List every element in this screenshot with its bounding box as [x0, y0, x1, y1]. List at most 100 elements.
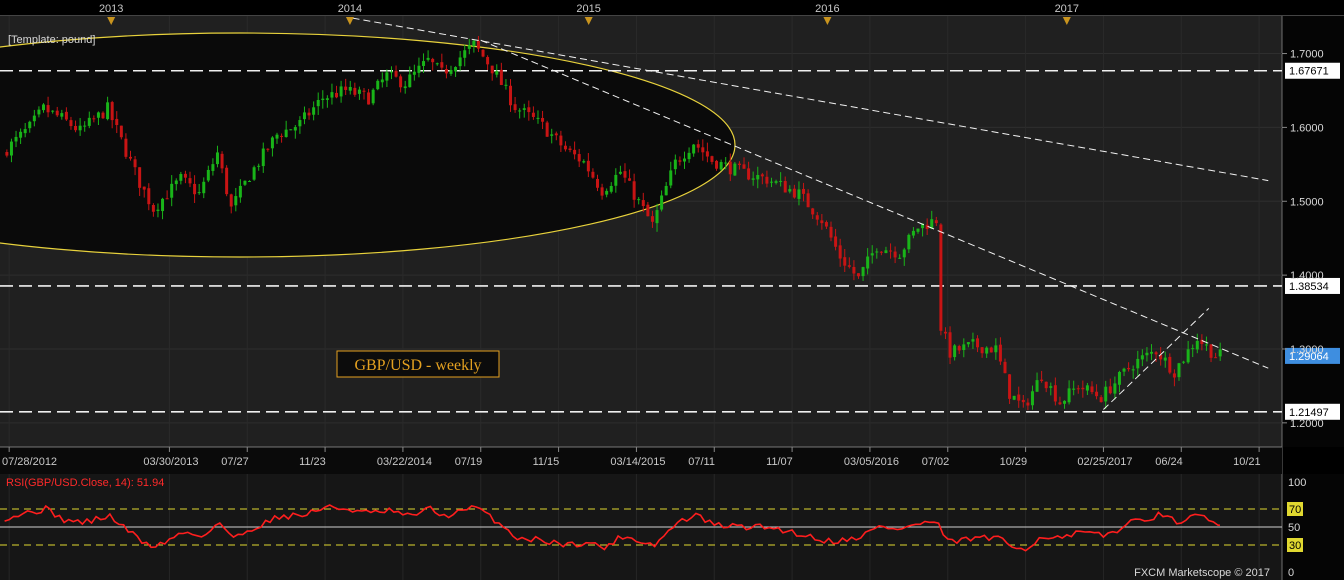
candle-bear [577, 148, 581, 168]
candle-bear [934, 216, 938, 227]
candle-bull [875, 248, 879, 259]
candle-bull [664, 182, 668, 196]
candle-bull [774, 179, 778, 185]
candle-bull [962, 338, 966, 358]
candle-bull [1131, 365, 1135, 379]
candle-bull [1191, 344, 1195, 358]
candle-bull [1035, 372, 1039, 392]
price-tick-label: 1.6000 [1290, 122, 1324, 134]
candle-bull [412, 64, 416, 81]
candle-bull [14, 130, 18, 148]
candle-bear [151, 203, 155, 217]
candle-bull [971, 332, 975, 349]
candle-bull [609, 182, 613, 194]
candle-bull [660, 190, 664, 212]
candle-bull [417, 57, 421, 78]
candle-bear [431, 57, 435, 71]
candle-bull [23, 123, 27, 138]
year-marker-icon [584, 17, 593, 25]
rsi-tick-label: 100 [1288, 477, 1306, 489]
candle-bull [1195, 333, 1199, 354]
candle-bull [449, 65, 453, 76]
candle-bear [280, 133, 284, 143]
candle-bear [646, 201, 650, 217]
candle-bull [1145, 347, 1149, 362]
candle-bear [92, 115, 96, 123]
candle-bear [802, 182, 806, 202]
time-tick-label: 11/07 [766, 456, 793, 468]
rsi-title: RSI(GBP/USD.Close, 14): 51.94 [6, 477, 164, 489]
candle-bull [1177, 362, 1181, 381]
candle-bear [362, 88, 366, 100]
candle-bear [1058, 396, 1062, 406]
candle-bull [37, 106, 41, 118]
candle-bear [1209, 343, 1213, 363]
annotation-box[interactable] [336, 350, 500, 378]
candle-bull [902, 247, 906, 266]
trendline[interactable] [352, 17, 1269, 182]
time-tick-label: 03/30/2013 [143, 456, 198, 468]
candle-bull [435, 62, 439, 66]
candle-bull [357, 86, 361, 100]
candle-bull [1163, 351, 1167, 368]
candle-bear [541, 110, 545, 130]
candle-bull [41, 103, 45, 113]
candle-bull [248, 180, 252, 182]
candle-bear [948, 326, 952, 365]
candle-bull [1113, 376, 1117, 400]
candle-bear [563, 141, 567, 152]
time-tick-label: 11/15 [533, 456, 560, 468]
candle-bull [614, 168, 618, 193]
candle-bull [1085, 382, 1089, 396]
candle-bear [147, 183, 151, 211]
candle-bear [632, 173, 636, 208]
candle-bull [953, 344, 957, 361]
candle-bull [1117, 370, 1121, 393]
rsi-tick-label: 50 [1288, 522, 1300, 534]
candle-bull [898, 254, 902, 259]
time-tick-label: 07/02 [922, 456, 950, 468]
candle-bear [628, 169, 632, 182]
candle-bear [838, 238, 842, 267]
candle-bull [60, 109, 64, 120]
candle-bear [989, 346, 993, 353]
price-tick-label: 1.3000 [1290, 344, 1324, 356]
candle-bull [724, 157, 728, 170]
candle-bear [1081, 380, 1085, 398]
candle-bear [1040, 370, 1044, 383]
candle-bear [1017, 386, 1021, 408]
candle-bull [170, 175, 174, 207]
candle-bull [550, 128, 554, 144]
chart-annotation: GBP/USD - weekly [354, 357, 481, 374]
rsi-line[interactable] [4, 504, 1220, 552]
candle-bear [586, 153, 590, 178]
candle-bull [238, 179, 242, 203]
candle-bull [261, 142, 265, 173]
candle-bull [51, 110, 55, 114]
candle-bear [856, 273, 860, 279]
trendline[interactable] [480, 39, 1269, 369]
candle-bull [87, 111, 91, 129]
candle-bull [348, 80, 352, 95]
candle-bull [1030, 385, 1034, 410]
candle-bear [1099, 395, 1103, 403]
candle-bull [371, 88, 375, 106]
year-label: 2014 [338, 3, 362, 15]
candle-bear [600, 183, 604, 200]
candle-bear [183, 170, 187, 184]
candle-bull [1049, 382, 1053, 396]
candle-bull [504, 79, 508, 90]
candle-bull [985, 346, 989, 358]
trendline[interactable] [1103, 307, 1210, 410]
candle-bear [481, 49, 485, 58]
candle-bear [815, 212, 819, 226]
candle-bear [847, 257, 851, 269]
candle-bear [46, 96, 50, 118]
candle-bull [1136, 350, 1140, 376]
candle-bear [64, 107, 68, 121]
year-label: 2015 [576, 3, 600, 15]
year-markers: 2013 2014 2015 2016 2017 [99, 3, 1079, 25]
ellipse-drawing[interactable] [0, 32, 736, 258]
candle-bear [440, 53, 444, 71]
